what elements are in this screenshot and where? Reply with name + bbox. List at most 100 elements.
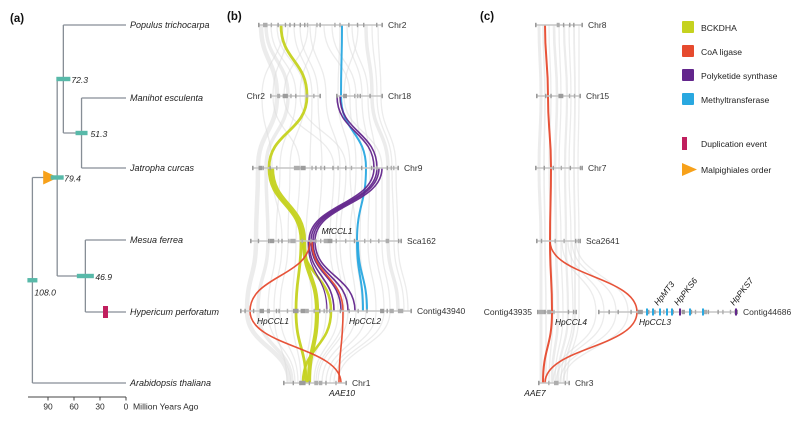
chromosome-end-tick (345, 380, 347, 386)
chromosome-end-tick (535, 165, 537, 171)
gene-tick (729, 309, 732, 315)
chromosome-label: Sca2641 (586, 236, 620, 246)
legend-label: Methyltransferase (701, 95, 770, 105)
gene-tick (544, 309, 546, 315)
chromosome-end-tick (537, 309, 539, 315)
gene-tick (543, 165, 545, 171)
synteny-ribbon-gray (272, 24, 302, 384)
gene-label: AAE10 (328, 388, 355, 398)
synteny-ribbon-pks (308, 95, 375, 312)
synteny-ribbon-gray (560, 24, 574, 384)
chromosome-end-tick (258, 22, 260, 28)
time-axis-tick-label: 60 (69, 402, 79, 412)
gene-tick (304, 22, 306, 28)
gene-tick (547, 309, 552, 315)
node-age-label: 79.4 (64, 174, 81, 184)
gene-tick (722, 309, 724, 315)
chromosome-end-tick (381, 93, 383, 99)
gene-tick (554, 238, 556, 244)
chromosome-end-tick (579, 93, 581, 99)
gene-tick (364, 238, 366, 244)
gene-tick (397, 308, 404, 314)
chromosome-end-tick (397, 165, 399, 171)
chromosome-label: Chr2 (388, 20, 407, 30)
gene-tick (573, 22, 575, 28)
gene-mark-pks (735, 308, 737, 316)
gene-tick (672, 309, 674, 315)
gene-tick (369, 238, 372, 244)
gene-label: HpCCL2 (349, 316, 381, 326)
panel-c-letter: (c) (480, 11, 494, 23)
gene-tick (572, 309, 575, 315)
legend-swatch-pks (682, 69, 694, 81)
node-age-bar (56, 76, 71, 82)
gene-tick (306, 22, 309, 28)
gene-label: AAE7 (523, 388, 546, 398)
synteny-ribbon-gray (299, 24, 349, 384)
panel-a-letter: (a) (10, 13, 24, 25)
legend-label: BCKDHA (701, 23, 737, 33)
gene-tick (550, 93, 552, 99)
gene-tick (366, 308, 368, 314)
gene-tick (574, 238, 577, 244)
synteny-ribbon-gray (537, 24, 543, 383)
chromosome-end-tick (410, 308, 412, 314)
gene-tick (357, 308, 359, 314)
chromosome-label: Chr9 (404, 163, 423, 173)
gene-tick (259, 308, 265, 314)
synteny-ribbon-gray (244, 24, 292, 384)
gene-mark-methyltransferase (671, 308, 673, 316)
species-label: Hypericum perforatum (130, 307, 220, 317)
gene-tick (275, 308, 278, 314)
gene-tick (313, 308, 315, 314)
gene-tick (326, 308, 328, 314)
gene-tick (608, 309, 610, 315)
legend-swatch-bckdha (682, 21, 694, 33)
synteny-ribbon-bckdha (267, 24, 309, 384)
gene-tick (293, 165, 300, 171)
gene-tick (277, 93, 281, 99)
gene-tick (277, 238, 280, 244)
gene-tick (292, 308, 299, 314)
gene-tick (369, 93, 371, 99)
gene-tick (707, 309, 710, 315)
gene-tick (345, 165, 347, 171)
gene-mark-methyltransferase (702, 308, 704, 316)
chromosome-label: Chr2 (247, 91, 266, 101)
synteny-ribbon-gray (554, 24, 564, 384)
node-age-bar (76, 273, 94, 279)
gene-tick (376, 165, 378, 171)
legend-label: Malpighiales order (701, 165, 771, 175)
chromosome-end-tick (319, 93, 321, 99)
legend-malpighiales-marker (682, 163, 697, 176)
synteny-ribbon-gray (321, 24, 357, 384)
gene-tick (376, 22, 378, 28)
chromosome-end-tick (575, 309, 577, 315)
gene-mark-methyltransferase (689, 308, 691, 316)
panel-a-tree (27, 24, 127, 401)
node-age-label: 72.3 (71, 75, 88, 85)
gene-tick (540, 238, 543, 244)
gene-tick (654, 309, 656, 315)
gene-mark-pks (679, 308, 681, 316)
synteny-ribbon-gray (556, 24, 570, 384)
gene-tick (300, 380, 306, 386)
chromosome-end-tick (270, 93, 272, 99)
node-age-bar (50, 175, 64, 180)
gene-tick (567, 309, 570, 315)
time-axis-tick-label: 90 (43, 402, 53, 412)
chromosome-label: Contig43935 (484, 307, 532, 317)
gene-tick (617, 309, 619, 315)
gene-tick (267, 238, 270, 244)
gene-label: HpCCL4 (555, 317, 587, 327)
chromosome-label: Chr3 (575, 378, 594, 388)
gene-tick (560, 165, 563, 171)
synteny-ribbon-bckdha (269, 167, 320, 384)
panel-b-letter: (b) (227, 11, 242, 23)
species-label: Populus trichocarpa (130, 20, 210, 30)
gene-tick (323, 308, 325, 314)
gene-tick (335, 380, 337, 386)
gene-tick (252, 308, 255, 314)
gene-tick (310, 238, 312, 244)
gene-tick (548, 380, 550, 386)
